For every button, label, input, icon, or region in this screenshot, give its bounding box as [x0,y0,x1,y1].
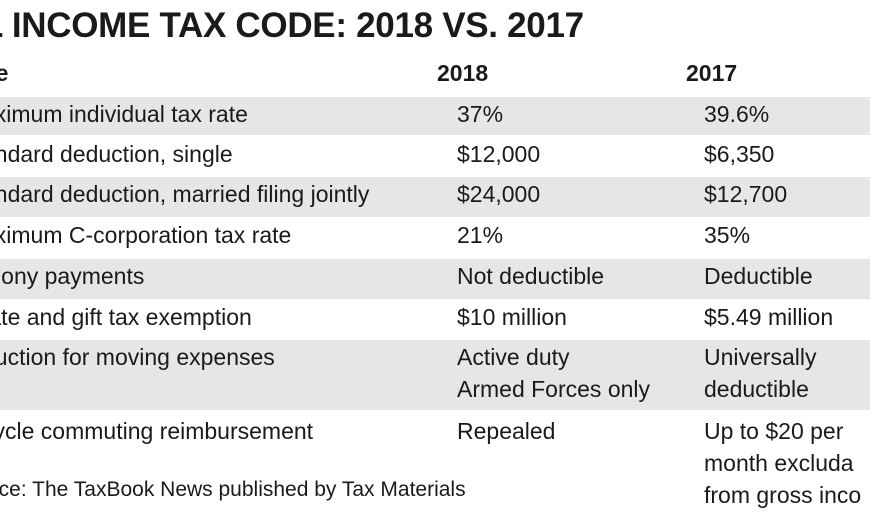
value-2018: Repealed [457,418,556,444]
row-label: aximum C-corporation tax rate [0,222,292,248]
value-2017: $6,350 [704,141,775,167]
table-row: mony payments Not deductible Deductible [0,259,870,299]
header-2018: 2018 [437,60,489,86]
table-row: aximum C-corporation tax rate 21% 35% [0,218,870,258]
value-2018: Not deductible [457,263,605,289]
table-row: cycle commuting reimbursement Repealed U… [0,414,870,508]
row-label: andard deduction, married filing jointly [0,181,370,207]
table-row: tate and gift tax exemption $10 million … [0,300,870,340]
table-row: aximum individual tax rate 37% 39.6% [0,97,870,135]
row-label: mony payments [0,263,145,289]
value-2017: $12,700 [704,181,788,207]
value-2017: 39.6% [704,101,770,127]
value-2017: Deductible [704,263,813,289]
value-2018: $12,000 [457,141,541,167]
value-2017: 35% [704,222,751,248]
table-title: L INCOME TAX CODE: 2018 VS. 2017 [0,6,584,45]
value-2017: $5.49 million [704,304,834,330]
value-2017: Universally deductible [704,344,817,402]
header-rate: te [0,60,9,86]
header-2017: 2017 [686,60,738,86]
value-2018: 21% [457,222,504,248]
table-row: duction for moving expenses Active duty … [0,340,870,410]
row-label: tate and gift tax exemption [0,304,252,330]
row-label: duction for moving expenses [0,344,275,370]
row-label: andard deduction, single [0,141,233,167]
table-row: andard deduction, single $12,000 $6,350 [0,137,870,175]
row-label: cycle commuting reimbursement [0,418,314,444]
table-row: andard deduction, married filing jointly… [0,177,870,217]
source-note: urce: The TaxBook News published by Tax … [0,478,466,501]
value-2017: Up to $20 per month excluda from gross i… [704,418,862,508]
row-label: aximum individual tax rate [0,101,248,127]
value-2018: $10 million [457,304,567,330]
value-2018: 37% [457,101,504,127]
value-2018: $24,000 [457,181,541,207]
value-2018: Active duty Armed Forces only [457,344,651,402]
